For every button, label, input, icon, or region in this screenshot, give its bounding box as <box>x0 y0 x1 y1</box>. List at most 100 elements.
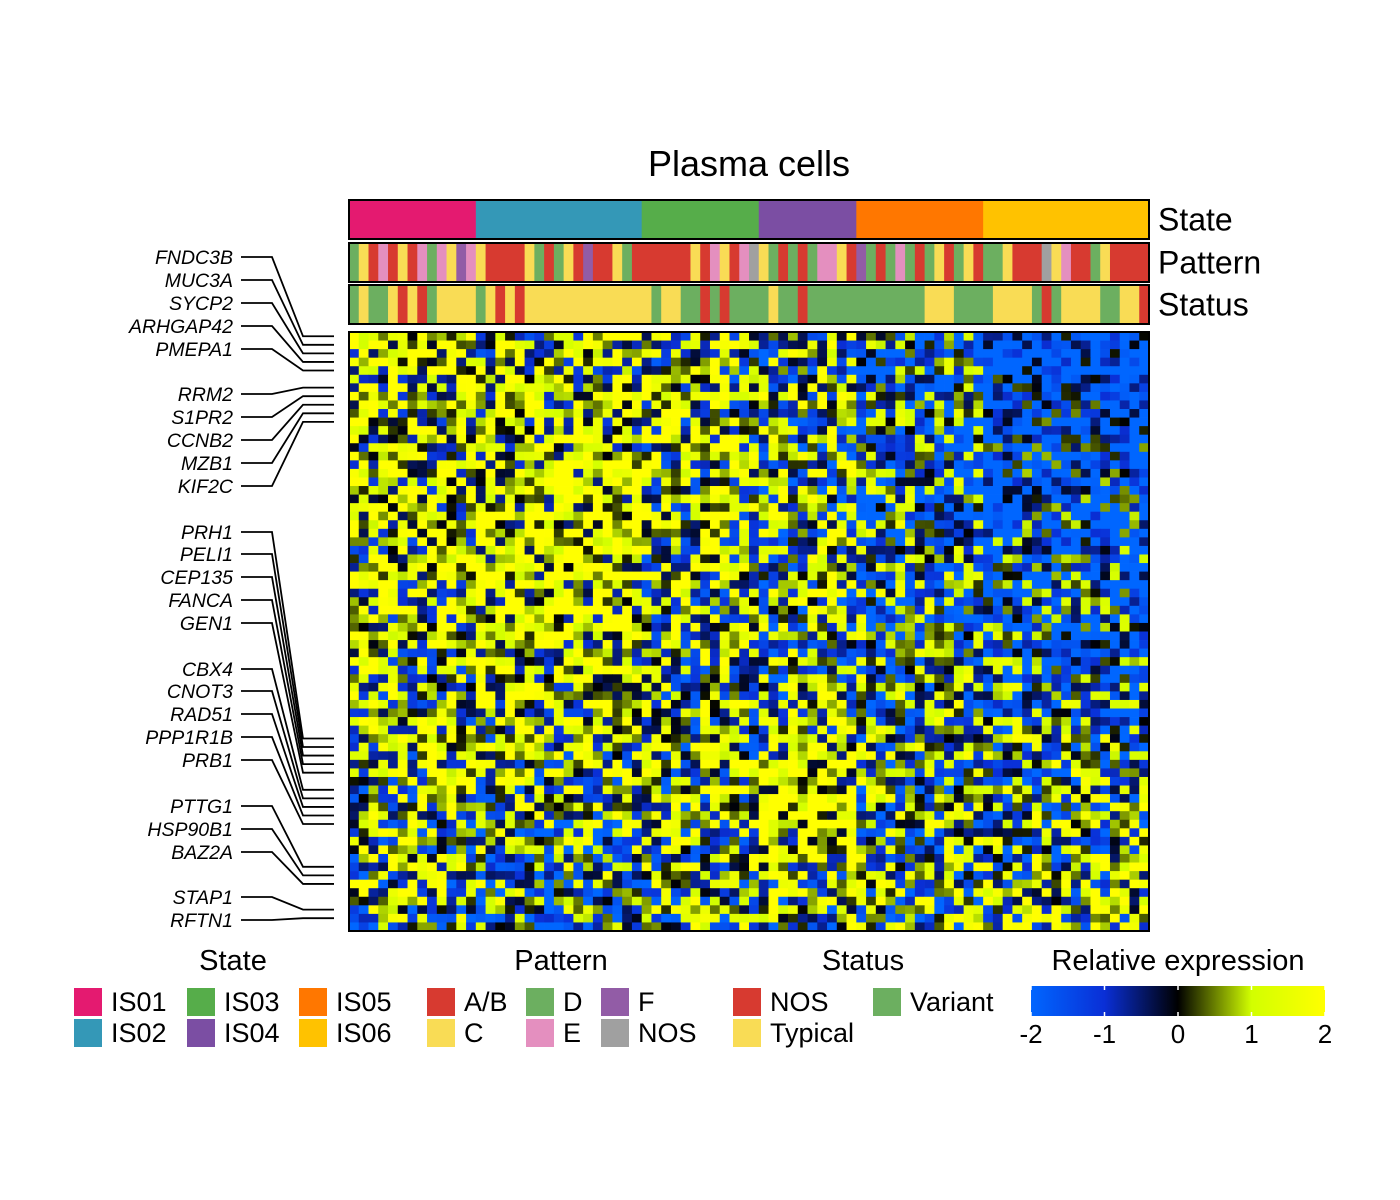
heatmap-cell <box>846 614 857 624</box>
heatmap-cell <box>475 622 486 632</box>
heatmap-cell <box>1080 332 1091 341</box>
heatmap-cell <box>436 511 447 521</box>
heatmap-cell <box>866 802 877 812</box>
heatmap-cell <box>992 383 1004 393</box>
heatmap-cell <box>875 759 886 769</box>
heatmap-cell <box>914 665 925 675</box>
heatmap-cell <box>485 794 496 803</box>
heatmap-cell <box>485 528 496 538</box>
heatmap-cell <box>807 340 818 350</box>
heatmap-cell <box>358 657 369 667</box>
heatmap-cell <box>729 776 740 786</box>
heatmap-cell <box>446 468 457 478</box>
heatmap-cell <box>680 400 691 410</box>
heatmap-cell <box>1119 571 1130 581</box>
heatmap-cell <box>563 691 574 701</box>
heatmap-cell <box>583 742 594 752</box>
heatmap-cell <box>973 366 984 376</box>
heatmap-cell <box>427 409 438 418</box>
heatmap-cell <box>378 374 389 384</box>
heatmap-cell <box>807 545 818 555</box>
heatmap-cell <box>1090 759 1101 769</box>
heatmap-cell <box>475 614 486 624</box>
heatmap-cell <box>944 759 955 769</box>
heatmap-cell <box>944 494 955 504</box>
heatmap-cell <box>514 391 525 401</box>
heatmap-cell <box>641 494 652 504</box>
heatmap-cell <box>378 511 389 521</box>
heatmap-cell <box>485 640 496 649</box>
heatmap-cell <box>709 759 721 769</box>
heatmap-cell <box>1002 708 1013 718</box>
heatmap-cell <box>1090 794 1101 803</box>
heatmap-cell <box>1109 597 1121 607</box>
heatmap-cell <box>827 357 838 367</box>
heatmap-cell <box>1129 391 1140 401</box>
heatmap-cell <box>505 819 516 829</box>
heatmap-cell <box>436 451 447 461</box>
heatmap-cell <box>485 434 496 444</box>
heatmap-cell <box>397 554 408 564</box>
heatmap-cell <box>417 443 428 453</box>
heatmap-cell <box>768 699 779 709</box>
heatmap-cell <box>846 640 857 649</box>
heatmap-cell <box>963 332 974 341</box>
heatmap-cell <box>583 520 594 530</box>
heatmap-cell <box>544 400 555 410</box>
heatmap-cell <box>709 520 721 530</box>
heatmap-cell <box>690 400 701 410</box>
heatmap-cell <box>905 520 916 530</box>
heatmap-cell <box>651 357 662 367</box>
heatmap-cell <box>1139 417 1150 427</box>
heatmap-cell <box>436 742 447 752</box>
heatmap-cell <box>349 409 360 418</box>
heatmap-cell <box>1051 717 1062 726</box>
heatmap-cell <box>573 545 584 555</box>
track-cell-variant <box>1100 285 1121 324</box>
heatmap-cell <box>992 725 1004 735</box>
heatmap-cell <box>807 768 818 778</box>
heatmap-cell <box>983 545 994 555</box>
heatmap-cell <box>1129 648 1140 658</box>
heatmap-cell <box>495 785 506 795</box>
heatmap-cell <box>680 640 691 649</box>
heatmap-cell <box>729 503 740 513</box>
heatmap-cell <box>544 374 555 384</box>
heatmap-cell <box>817 751 828 761</box>
heatmap-cell <box>456 597 467 607</box>
heatmap-cell <box>388 340 399 350</box>
heatmap-cell <box>641 734 652 744</box>
heatmap-cell <box>758 349 769 359</box>
heatmap-cell <box>856 391 867 401</box>
heatmap-cell <box>592 717 604 726</box>
heatmap-cell <box>631 349 643 359</box>
heatmap-cell <box>1129 828 1140 838</box>
heatmap-cell <box>992 563 1004 572</box>
heatmap-cell <box>739 451 750 461</box>
heatmap-cell <box>466 622 477 632</box>
heatmap-cell <box>427 443 438 453</box>
heatmap-cell <box>1061 409 1072 418</box>
heatmap-cell <box>427 332 438 341</box>
heatmap-cell <box>563 776 574 786</box>
heatmap-cell <box>700 383 711 393</box>
heatmap-cell <box>1002 366 1013 376</box>
heatmap-cell <box>612 503 623 513</box>
heatmap-cell <box>388 588 399 598</box>
heatmap-cell <box>651 794 662 803</box>
heatmap-cell <box>534 785 545 795</box>
heatmap-cell <box>749 443 760 453</box>
heatmap-cell <box>631 717 643 726</box>
heatmap-cell <box>563 451 574 461</box>
heatmap-cell <box>368 545 379 555</box>
heatmap-cell <box>885 580 896 590</box>
heatmap-cell <box>446 751 457 761</box>
heatmap-cell <box>1041 391 1052 401</box>
heatmap-cell <box>885 725 896 735</box>
heatmap-cell <box>495 682 506 692</box>
heatmap-cell <box>836 391 847 401</box>
heatmap-cell <box>1119 357 1130 367</box>
heatmap-cell <box>397 391 408 401</box>
heatmap-cell <box>553 503 564 513</box>
heatmap-cell <box>768 443 779 453</box>
